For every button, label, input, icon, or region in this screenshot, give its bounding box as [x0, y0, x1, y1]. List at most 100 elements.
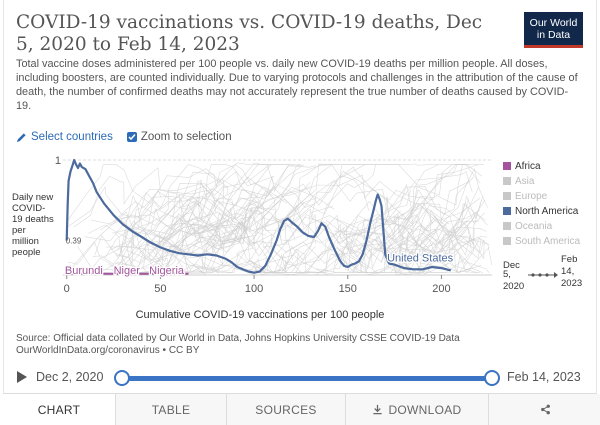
background-country-line	[88, 223, 203, 247]
timeline-track[interactable]	[121, 376, 491, 381]
tab-table-label: TABLE	[151, 402, 191, 417]
background-country-line	[154, 235, 203, 273]
background-country-line	[335, 189, 411, 239]
background-country-line	[430, 186, 479, 234]
background-country-line	[178, 197, 353, 254]
background-country-line	[206, 164, 331, 249]
select-countries-label: Select countries	[31, 131, 113, 143]
legend-swatch[interactable]	[503, 192, 511, 200]
background-country-line	[420, 236, 493, 265]
share-icon	[540, 404, 550, 415]
background-country-line	[125, 225, 247, 265]
background-country-line	[387, 220, 485, 260]
background-country-line	[158, 206, 334, 274]
legend-item-label[interactable]: Europe	[515, 191, 548, 202]
zoom-toggle[interactable]: Zoom to selection	[126, 131, 232, 143]
background-country-line	[150, 162, 269, 232]
background-country-line	[92, 185, 277, 268]
timeline-end-handle[interactable]	[484, 370, 500, 386]
background-country-line	[84, 180, 224, 242]
background-country-line	[438, 203, 486, 244]
background-country-line	[397, 238, 480, 264]
country-label: Burundi	[65, 265, 103, 277]
legend-swatch[interactable]	[503, 177, 511, 185]
background-country-line	[111, 170, 311, 234]
timeline-start-label: Dec 2, 2020	[36, 370, 104, 384]
legend-end-month: Feb	[561, 254, 577, 265]
x-tick-label: 200	[432, 283, 450, 295]
legend-time-dot	[531, 273, 535, 277]
background-country-line	[334, 220, 468, 273]
legend-item-label[interactable]: North America	[515, 206, 579, 217]
background-country-line	[105, 209, 346, 248]
gridlines	[63, 159, 492, 276]
background-country-line	[143, 197, 259, 268]
background-country-line	[217, 204, 305, 245]
owid-logo[interactable]: Our World in Data	[524, 12, 583, 48]
background-country-line	[182, 196, 251, 250]
tab-download[interactable]: DOWNLOAD	[345, 394, 488, 425]
background-country-line	[405, 198, 469, 234]
legend-end-day: 14,	[561, 266, 574, 277]
background-country-line	[110, 240, 224, 274]
background-country-line	[116, 212, 276, 268]
background-country-line	[286, 164, 365, 219]
legend-start-year: 2020	[503, 281, 524, 292]
background-country-line	[92, 164, 290, 273]
background-country-line	[137, 211, 200, 267]
background-country-line	[264, 244, 417, 273]
legend-swatch[interactable]	[503, 222, 511, 230]
background-country-line	[405, 212, 477, 268]
source-line-2[interactable]: OurWorldInData.org/coronavirus • CC BY	[16, 345, 200, 356]
legend-item-label[interactable]: Africa	[515, 161, 541, 172]
logo-line-2: in Data	[536, 29, 571, 41]
download-icon	[373, 404, 383, 415]
tab-chart[interactable]: CHART	[3, 394, 115, 425]
series-line-united-states[interactable]	[65, 158, 452, 274]
scatter-chart: 0 50 100 150 200 1 0.39 United States Burundi N…	[55, 155, 582, 321]
legend-swatch[interactable]	[503, 207, 511, 215]
background-country-line	[140, 208, 250, 246]
background-country-line	[126, 248, 248, 274]
background-country-line	[280, 163, 483, 228]
source-note: Source: Official data collated by Our Wo…	[16, 333, 460, 357]
share-button[interactable]	[488, 394, 600, 425]
legend-time-dot	[538, 273, 542, 277]
background-country-line	[100, 164, 316, 231]
timeline-start-handle[interactable]	[114, 370, 130, 386]
chart-title: COVID-19 vaccinations vs. COVID-19 death…	[16, 12, 483, 55]
background-country-line	[333, 240, 490, 275]
legend-item-label[interactable]: Asia	[515, 176, 535, 187]
tab-download-label: DOWNLOAD	[388, 402, 462, 417]
tab-sources[interactable]: SOURCES	[226, 394, 345, 425]
legend-item-label[interactable]: Oceania	[515, 221, 553, 232]
play-icon[interactable]	[17, 371, 27, 383]
background-country-line	[198, 240, 286, 267]
tab-sources-label: SOURCES	[255, 402, 317, 417]
legend-arrowhead	[554, 272, 558, 278]
legend-time-dot	[545, 273, 549, 277]
x-tick-label: 0	[64, 283, 70, 295]
x-axis-ticks: 0 50 100 150 200	[64, 275, 451, 295]
background-country-line	[166, 164, 272, 238]
background-country-line	[335, 218, 404, 269]
pencil-icon	[16, 132, 26, 142]
background-country-line	[385, 163, 484, 238]
legend-swatch[interactable]	[503, 162, 511, 170]
background-country-line	[404, 199, 486, 258]
background-country-line	[263, 163, 341, 257]
background-country-line	[421, 226, 487, 262]
legend-swatch[interactable]	[503, 237, 511, 245]
background-country-line	[112, 196, 245, 223]
tab-bar: CHART TABLE SOURCES DOWNLOAD	[3, 393, 600, 425]
background-country-line	[377, 202, 442, 258]
checkbox-checked-icon[interactable]	[126, 132, 137, 142]
zoom-label: Zoom to selection	[140, 131, 232, 143]
legend-item-label[interactable]: South America	[515, 236, 580, 247]
tab-table[interactable]: TABLE	[115, 394, 226, 425]
x-axis-label: Cumulative COVID-19 vaccinations per 100…	[136, 309, 385, 321]
select-countries-button[interactable]: Select countries	[16, 131, 113, 143]
background-country-line	[180, 201, 260, 241]
background-country-line	[184, 175, 370, 258]
background-country-line	[73, 167, 236, 228]
